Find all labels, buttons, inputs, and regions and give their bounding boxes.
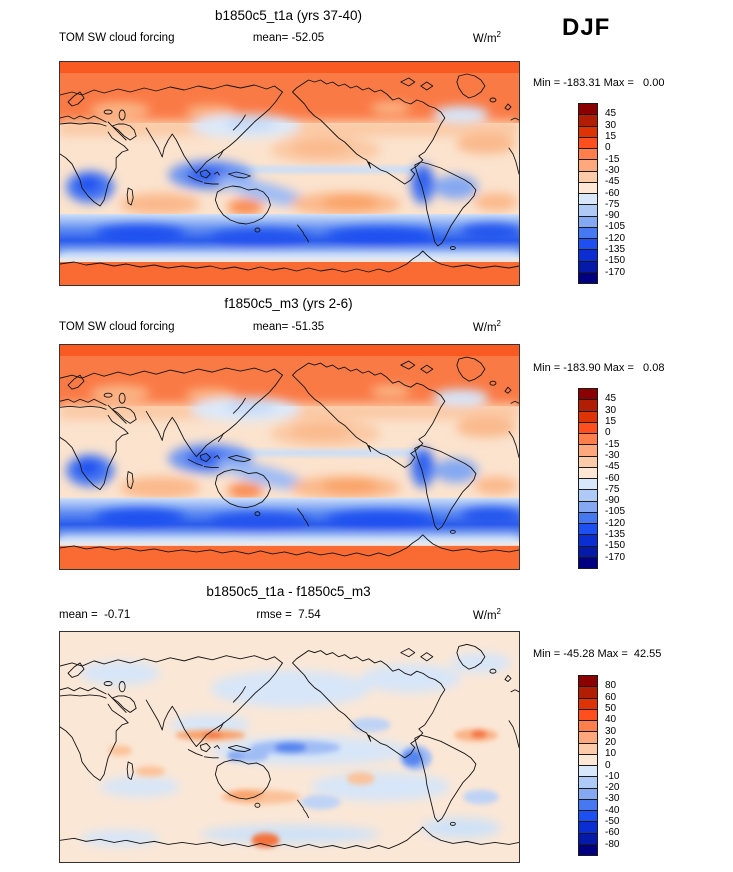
colorbar-tick-label: -150 <box>605 255 626 267</box>
colorbar-tick-label: 20 <box>605 736 617 748</box>
colorbar-tick-label: 40 <box>605 714 617 726</box>
colorbar-tick-label: -15 <box>605 153 620 165</box>
panel3-colorbar: 80 60 50 40 30 20 10 0 -10 -20 -30 -40 -50 -60 -80 <box>578 675 619 856</box>
panel2-title: f1850c5_m3 (yrs 2-6) <box>224 296 353 311</box>
colorbar-tick-label: 45 <box>605 108 617 120</box>
colorbar-tick-label: -20 <box>605 782 620 794</box>
colorbar-tick-label: -15 <box>605 438 620 450</box>
colorbar-cell <box>578 843 598 856</box>
panel3-title: b1850c5_t1a - f1850c5_m3 <box>206 584 371 599</box>
panel1-map <box>59 61 520 286</box>
colorbar-tick-label: 0 <box>605 427 611 439</box>
colorbar-tick-label: 30 <box>605 119 617 131</box>
colorbar-cell <box>578 556 598 569</box>
colorbar-tick-label: -105 <box>605 221 626 233</box>
panel1-colorbar: 45 30 15 0 -15 -30 -45 -60 -75 -90 -105 -120 -135 -15… <box>578 103 625 284</box>
colorbar-tick-label: -120 <box>605 232 626 244</box>
panel1-mean-label: mean= -52.05 <box>252 32 325 44</box>
panel1-variable-label: TOM SW cloud forcing <box>59 32 175 44</box>
colorbar-tick-label: -135 <box>605 244 626 256</box>
panel3-map-svg <box>60 632 519 862</box>
colorbar-tick-label: -150 <box>605 540 626 552</box>
panel2-variable-label: TOM SW cloud forcing <box>59 321 175 333</box>
panel2-colorbar: 45 30 15 0 -15 -30 -45 -60 -75 -90 -105 -120 -135 -15… <box>578 388 625 569</box>
panel2-minmax-label: Min = -183.90 Max = 0.08 <box>533 362 665 374</box>
colorbar-tick-label: -50 <box>605 816 620 828</box>
colorbar-tick-label: -80 <box>605 838 620 850</box>
colorbar-tick-label: 15 <box>605 130 617 142</box>
colorbar-tick-label: -30 <box>605 449 620 461</box>
colorbar-tick-label: 45 <box>605 393 617 405</box>
colorbar-tick-label: -90 <box>605 495 620 507</box>
panel1-minmax-label: Min = -183.31 Max = 0.00 <box>533 77 665 89</box>
colorbar-tick-label: 15 <box>605 415 617 427</box>
colorbar-tick-label: -75 <box>605 483 620 495</box>
panel3-mean-label: mean = -0.71 <box>59 609 131 621</box>
panel2-units-label: W/m2 <box>472 319 501 334</box>
panel3-minmax-label: Min = -45.28 Max = 42.55 <box>533 648 662 660</box>
panel1-map-svg <box>60 62 519 285</box>
panel1-title: b1850c5_t1a (yrs 37-40) <box>214 8 363 23</box>
panel2-mean-label: mean= -51.35 <box>252 321 325 333</box>
panel2-map-svg <box>60 345 519 569</box>
colorbar-tick-label: 80 <box>605 680 617 692</box>
panel3-rmse-label: rmse = 7.54 <box>256 609 321 621</box>
colorbar-tick-label: -45 <box>605 461 620 473</box>
colorbar-tick-label: -45 <box>605 176 620 188</box>
colorbar-tick-label: -10 <box>605 770 620 782</box>
colorbar-tick-label: -90 <box>605 210 620 222</box>
colorbar-tick-label: 30 <box>605 725 617 737</box>
colorbar-tick-label: 60 <box>605 691 617 703</box>
colorbar-tick-label: 50 <box>605 702 617 714</box>
colorbar-tick-label: -120 <box>605 517 626 529</box>
panel3-map <box>59 631 520 863</box>
panel1-units-label: W/m2 <box>472 30 501 45</box>
colorbar-tick-label: -170 <box>605 266 626 278</box>
season-label: DJF <box>562 14 611 41</box>
panel2-map <box>59 344 520 570</box>
colorbar-tick-label: -40 <box>605 804 620 816</box>
colorbar-tick-label: -105 <box>605 506 626 518</box>
colorbar-tick-label: -60 <box>605 472 620 484</box>
colorbar-tick-label: -30 <box>605 793 620 805</box>
colorbar-tick-label: -170 <box>605 551 626 563</box>
panel3-units-label: W/m2 <box>472 607 501 622</box>
colorbar-tick-label: -135 <box>605 529 626 541</box>
colorbar-cell <box>578 271 598 284</box>
colorbar-tick-label: -60 <box>605 827 620 839</box>
colorbar-tick-label: -30 <box>605 164 620 176</box>
colorbar-tick-label: -75 <box>605 198 620 210</box>
colorbar-tick-label: 10 <box>605 748 617 760</box>
colorbar-tick-label: 0 <box>605 759 611 771</box>
colorbar-tick-label: 30 <box>605 404 617 416</box>
colorbar-tick-label: 0 <box>605 142 611 154</box>
colorbar-tick-label: -60 <box>605 187 620 199</box>
